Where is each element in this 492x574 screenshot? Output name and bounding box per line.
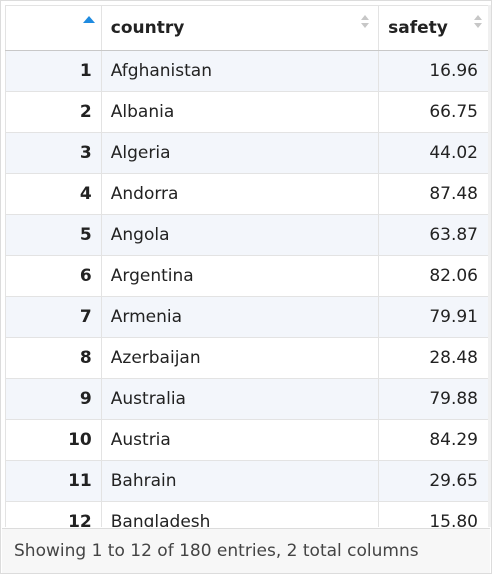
column-header-index[interactable] [5,5,102,51]
safety-cell: 66.75 [378,91,491,133]
column-header-label: country [110,18,185,38]
row-index-cell: 2 [5,91,102,133]
country-cell: Algeria [100,132,380,174]
country-cell: Bangladesh [100,501,380,527]
country-cell: Armenia [100,296,380,338]
table-row[interactable]: 12 Bangladesh 15.80 [5,501,491,527]
row-index-cell: 6 [5,255,102,297]
row-index-cell: 1 [5,50,102,92]
safety-cell: 79.91 [378,296,491,338]
safety-cell: 63.87 [378,214,491,256]
column-header-label: safety [388,18,448,38]
row-index-cell: 5 [5,214,102,256]
row-index-cell: 9 [5,378,102,420]
safety-cell: 87.48 [378,173,491,215]
country-cell: Andorra [100,173,380,215]
table-row[interactable]: 6 Argentina 82.06 [5,255,491,297]
table-scroll-area[interactable]: country safety 1 Afghanistan 16.96 2 Albania… [5,5,491,527]
safety-cell: 29.65 [378,460,491,502]
data-table: country safety 1 Afghanistan 16.96 2 Albania… [5,5,491,527]
table-row[interactable]: 1 Afghanistan 16.96 [5,50,491,92]
safety-cell: 84.29 [378,419,491,461]
country-cell: Azerbaijan [100,337,380,379]
table-row[interactable]: 7 Armenia 79.91 [5,296,491,338]
table-info-footer: Showing 1 to 12 of 180 entries, 2 total … [2,528,490,573]
row-index-cell: 4 [5,173,102,215]
row-index-cell: 10 [5,419,102,461]
row-index-cell: 11 [5,460,102,502]
safety-cell: 16.96 [378,50,491,92]
column-header-country[interactable]: country [100,5,380,51]
safety-cell: 79.88 [378,378,491,420]
table-row[interactable]: 8 Azerbaijan 28.48 [5,337,491,379]
table-row[interactable]: 2 Albania 66.75 [5,91,491,133]
sort-both-icon [472,15,484,31]
sort-both-icon [359,15,371,31]
table-row[interactable]: 9 Australia 79.88 [5,378,491,420]
country-cell: Albania [100,91,380,133]
sort-ascending-icon [82,16,95,23]
country-cell: Australia [100,378,380,420]
table-row[interactable]: 3 Algeria 44.02 [5,132,491,174]
table-row[interactable]: 10 Austria 84.29 [5,419,491,461]
row-index-cell: 8 [5,337,102,379]
table-row[interactable]: 11 Bahrain 29.65 [5,460,491,502]
row-index-cell: 12 [5,501,102,527]
row-index-cell: 3 [5,132,102,174]
column-header-safety[interactable]: safety [378,5,491,51]
table-row[interactable]: 4 Andorra 87.48 [5,173,491,215]
safety-cell: 82.06 [378,255,491,297]
country-cell: Bahrain [100,460,380,502]
row-index-cell: 7 [5,296,102,338]
country-cell: Austria [100,419,380,461]
country-cell: Angola [100,214,380,256]
country-cell: Argentina [100,255,380,297]
safety-cell: 44.02 [378,132,491,174]
table-row[interactable]: 5 Angola 63.87 [5,214,491,256]
safety-cell: 15.80 [378,501,491,527]
vertical-scrollbar[interactable] [488,5,491,527]
country-cell: Afghanistan [100,50,380,92]
safety-cell: 28.48 [378,337,491,379]
entries-info-text: Showing 1 to 12 of 180 entries, 2 total … [14,541,419,561]
header-row: country safety [5,5,491,51]
